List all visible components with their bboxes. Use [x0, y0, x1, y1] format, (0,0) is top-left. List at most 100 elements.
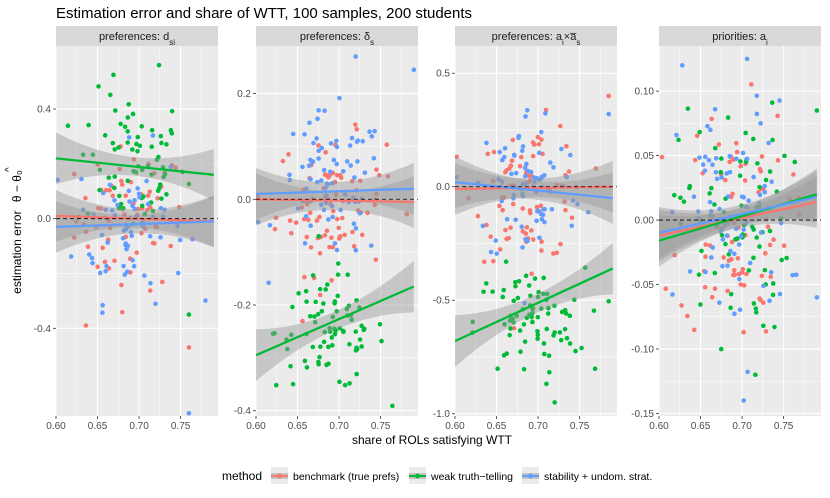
data-point — [731, 220, 737, 226]
data-point — [340, 168, 346, 174]
facet-strip — [56, 26, 218, 46]
data-point — [544, 381, 549, 387]
data-point — [316, 143, 321, 148]
data-point — [149, 144, 155, 149]
data-point — [687, 269, 693, 274]
data-point — [293, 220, 299, 225]
data-point — [490, 289, 495, 294]
data-point — [321, 301, 326, 306]
data-point — [341, 329, 346, 335]
data-point — [488, 249, 494, 255]
data-point — [521, 366, 527, 372]
data-point — [717, 206, 722, 212]
data-point — [141, 194, 146, 199]
data-point — [543, 111, 548, 116]
data-point — [768, 274, 773, 280]
data-point — [691, 327, 697, 333]
data-point — [606, 93, 611, 99]
data-point — [749, 82, 754, 87]
data-point — [337, 325, 343, 331]
data-point — [325, 182, 331, 187]
data-point — [767, 228, 773, 234]
x-tick-label: 0.70 — [732, 421, 752, 432]
data-point — [106, 175, 112, 180]
data-point — [353, 226, 359, 231]
data-point — [126, 135, 132, 140]
data-point — [724, 171, 729, 176]
data-point — [68, 254, 74, 259]
data-point — [746, 268, 752, 273]
data-point — [145, 201, 151, 207]
data-point — [585, 209, 591, 215]
data-point — [361, 326, 367, 332]
data-point — [140, 223, 146, 229]
data-point — [315, 116, 320, 122]
data-point — [782, 153, 787, 159]
data-point — [148, 280, 153, 286]
x-tick-label: 0.65 — [487, 421, 507, 432]
data-point — [510, 137, 516, 143]
data-point — [286, 152, 291, 157]
data-point — [758, 169, 764, 174]
data-point — [722, 177, 728, 183]
data-point — [523, 173, 528, 179]
data-point — [707, 199, 713, 205]
legend-key — [522, 467, 539, 484]
y-tick-label: -0.4 — [234, 406, 252, 417]
fit-line — [455, 181, 613, 200]
data-point — [317, 286, 323, 292]
data-point — [319, 145, 325, 151]
data-point — [107, 225, 113, 231]
data-point — [357, 210, 363, 216]
data-point — [509, 158, 515, 163]
data-point — [708, 209, 714, 214]
data-point — [720, 263, 725, 269]
data-point — [678, 221, 683, 226]
data-point — [374, 191, 379, 197]
data-point — [328, 169, 333, 175]
x-tick-label: 0.65 — [691, 421, 711, 432]
data-point — [365, 210, 370, 216]
data-point — [100, 245, 105, 251]
data-point — [390, 403, 395, 409]
y-tick-label: -0.10 — [631, 344, 654, 355]
data-point — [758, 121, 763, 126]
data-point — [552, 330, 557, 335]
data-point — [56, 177, 60, 183]
data-point — [89, 255, 95, 261]
data-point — [707, 191, 712, 196]
data-point — [334, 161, 340, 167]
data-point — [323, 149, 328, 155]
data-point — [112, 185, 117, 191]
data-point — [352, 175, 357, 180]
data-point — [669, 209, 675, 215]
data-point — [723, 241, 728, 247]
data-point — [728, 305, 733, 311]
data-point — [342, 382, 348, 388]
data-point — [359, 344, 364, 349]
data-point — [102, 259, 108, 265]
data-point — [772, 324, 777, 330]
data-point — [353, 54, 358, 59]
data-point — [310, 273, 316, 278]
data-point — [119, 282, 124, 288]
data-point — [734, 149, 740, 155]
data-point — [326, 217, 331, 222]
data-point — [714, 176, 720, 182]
legend-label: stability + undom. strat. — [544, 471, 652, 483]
data-point — [303, 288, 309, 294]
data-point — [130, 147, 135, 152]
data-point — [317, 250, 323, 256]
data-point — [316, 361, 321, 367]
x-tick-label: 0.70 — [528, 421, 548, 432]
data-point — [719, 232, 725, 238]
data-point — [732, 251, 737, 257]
data-point — [120, 235, 126, 241]
fit-lines — [455, 156, 614, 367]
data-point — [123, 193, 128, 198]
y-tick-label: 0.10 — [635, 87, 655, 98]
data-point — [280, 158, 286, 164]
data-point — [347, 341, 352, 347]
data-point — [335, 293, 341, 299]
data-point — [455, 174, 459, 180]
